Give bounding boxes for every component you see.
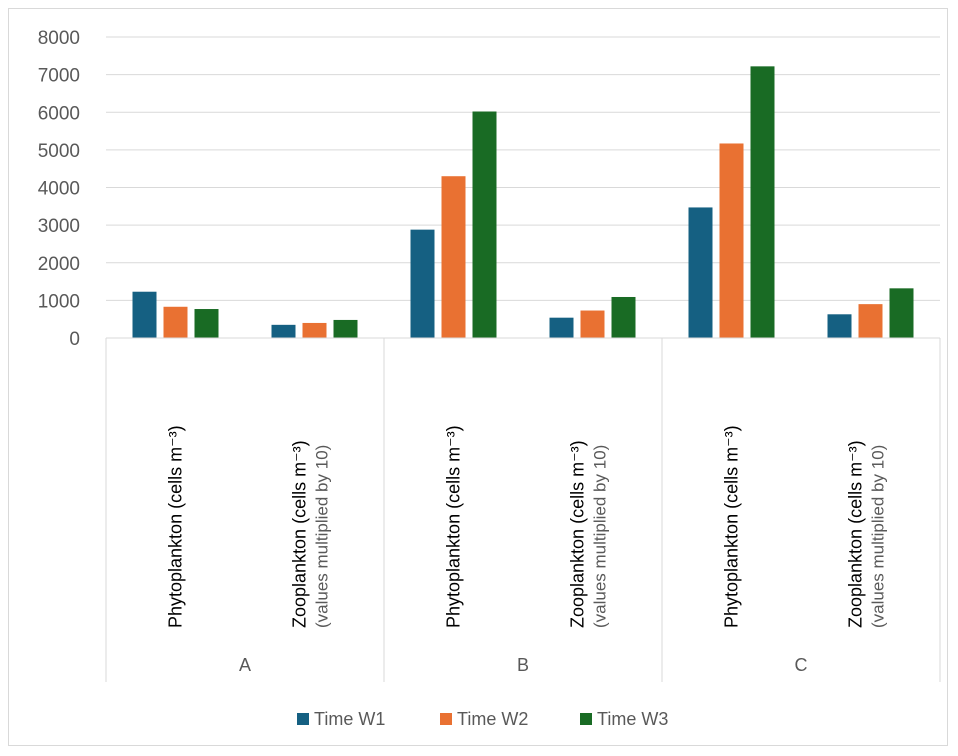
category-label: Phytoplankton (cells m⁻³) xyxy=(444,425,464,628)
category-label: Phytoplankton (cells m⁻³) xyxy=(722,425,742,628)
bar-time-w1 xyxy=(271,324,296,338)
y-tick-label: 6000 xyxy=(38,103,80,124)
y-tick-label: 5000 xyxy=(38,141,80,162)
category-sublabel: (values multiplied by 10) xyxy=(591,445,610,628)
legend-swatch xyxy=(440,713,452,725)
bar-time-w1 xyxy=(549,317,574,338)
legend-entry: Time W1 xyxy=(314,709,385,729)
bar-time-w2 xyxy=(858,304,883,338)
y-tick-label: 1000 xyxy=(38,291,80,312)
category-label: Zooplankton (cells m⁻³) xyxy=(290,440,310,628)
bar-time-w3 xyxy=(889,288,914,338)
bar-time-w1 xyxy=(688,207,713,338)
bar-time-w3 xyxy=(472,111,497,338)
y-tick-label: 7000 xyxy=(38,66,80,87)
bar-time-w3 xyxy=(333,319,358,338)
y-tick-label: 0 xyxy=(69,329,80,350)
group-label: B xyxy=(517,655,529,675)
group-label: C xyxy=(795,655,808,675)
legend-swatch xyxy=(297,713,309,725)
bar-time-w3 xyxy=(750,66,775,338)
y-tick-label: 8000 xyxy=(38,28,80,49)
bar-time-w2 xyxy=(580,310,605,338)
category-sublabel: (values multiplied by 10) xyxy=(869,445,888,628)
group-label: A xyxy=(239,655,251,675)
bar-time-w2 xyxy=(163,306,188,338)
category-label: Phytoplankton (cells m⁻³) xyxy=(166,425,186,628)
bar-time-w1 xyxy=(827,314,852,338)
bar-time-w1 xyxy=(410,229,435,338)
bar-time-w2 xyxy=(441,176,466,338)
bar-time-w3 xyxy=(611,296,636,338)
y-tick-label: 3000 xyxy=(38,216,80,237)
bar-time-w3 xyxy=(194,309,219,338)
bar-time-w1 xyxy=(132,291,157,338)
y-tick-label: 2000 xyxy=(38,254,80,275)
bar-time-w2 xyxy=(302,322,327,338)
category-label: Zooplankton (cells m⁻³) xyxy=(846,440,866,628)
bar-time-w2 xyxy=(719,143,744,338)
legend-entry: Time W3 xyxy=(597,709,668,729)
legend-entry: Time W2 xyxy=(457,709,528,729)
category-label: Zooplankton (cells m⁻³) xyxy=(568,440,588,628)
y-tick-label: 4000 xyxy=(38,179,80,200)
legend-swatch xyxy=(580,713,592,725)
category-sublabel: (values multiplied by 10) xyxy=(313,445,332,628)
